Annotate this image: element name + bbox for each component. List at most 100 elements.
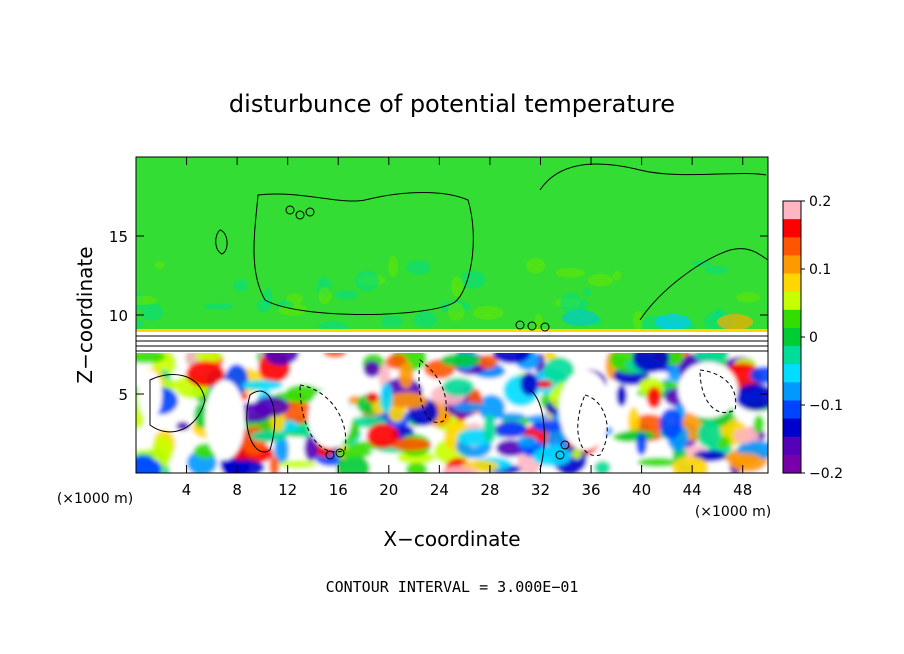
contour-ring bbox=[560, 440, 570, 450]
lower-layer-blob bbox=[390, 437, 432, 451]
upper-layer-patch bbox=[318, 286, 332, 305]
lower-layer-blob bbox=[646, 386, 662, 409]
colorbar-swatch bbox=[783, 309, 801, 329]
colorbar-swatch bbox=[783, 273, 801, 293]
contour-line bbox=[577, 394, 608, 456]
y-tick-label: 5 bbox=[118, 386, 128, 404]
contour-line bbox=[699, 369, 737, 413]
interface-band bbox=[136, 329, 768, 353]
colorbar: 0.2 0.1 0 −0.1 −0.2 bbox=[782, 194, 843, 482]
lower-layer-blob bbox=[531, 420, 563, 433]
colorbar-tick-label: −0.2 bbox=[809, 466, 843, 482]
upper-layer-patch bbox=[736, 292, 761, 303]
lower-layer-blob bbox=[241, 379, 283, 391]
upper-layer-patch bbox=[560, 292, 583, 314]
colorbar-swatch bbox=[783, 219, 801, 238]
lower-layer-blob bbox=[440, 353, 481, 368]
lower-layer-blob bbox=[697, 420, 722, 448]
upper-layer-patch bbox=[136, 295, 158, 305]
colorbar-swatch bbox=[783, 201, 801, 220]
colorbar-swatch bbox=[783, 400, 801, 420]
lower-layer-blob bbox=[477, 354, 498, 370]
lower-layer-blob bbox=[637, 457, 678, 468]
x-tick-label: 40 bbox=[632, 481, 651, 499]
lower-layer-blob bbox=[735, 383, 768, 411]
lower-layer-blob bbox=[453, 402, 485, 413]
interface-white-band bbox=[136, 332, 768, 353]
contour-ring bbox=[295, 210, 305, 220]
lower-layer-blob bbox=[535, 380, 553, 389]
contour-line bbox=[539, 163, 767, 191]
colorbar-swatch bbox=[783, 418, 801, 438]
colorbar-swatch bbox=[783, 327, 801, 347]
lower-layer-blob bbox=[176, 421, 190, 431]
upper-layer-patch bbox=[632, 311, 644, 331]
upper-layer-patch bbox=[256, 298, 271, 313]
colorbar-swatch bbox=[783, 237, 801, 256]
lower-layer-blob bbox=[366, 423, 399, 449]
chart-title: disturbunce of potential temperature bbox=[229, 90, 675, 118]
contour-line bbox=[253, 192, 474, 315]
lower-layer-blob bbox=[253, 396, 290, 417]
interface-warm-edge bbox=[136, 329, 768, 332]
y-axis: 5 10 15 bbox=[109, 228, 768, 404]
colorbar-swatch bbox=[783, 454, 801, 474]
upper-layer-field bbox=[136, 157, 768, 339]
contour-ring bbox=[527, 321, 537, 331]
upper-layer-patch bbox=[203, 303, 234, 310]
lower-layer-blob bbox=[733, 428, 754, 444]
lower-layer-blob bbox=[379, 382, 393, 414]
upper-layer-patch bbox=[406, 260, 431, 275]
contour-line bbox=[215, 229, 228, 255]
lower-layer-blob bbox=[274, 434, 289, 465]
contour-line bbox=[529, 389, 545, 471]
x-tick-label: 44 bbox=[683, 481, 702, 499]
lower-layer-blob bbox=[559, 370, 611, 450]
lower-layer-blob bbox=[571, 448, 583, 460]
lower-layer-blob bbox=[442, 377, 475, 397]
lower-layer-blob bbox=[308, 388, 352, 448]
lower-layer-blob bbox=[441, 466, 479, 473]
upper-layer-patch bbox=[612, 270, 622, 281]
lower-layer-blob bbox=[616, 384, 627, 407]
lower-layer-blob bbox=[405, 462, 428, 473]
colorbar-swatch bbox=[783, 346, 801, 365]
colorbar-tick-label: 0.1 bbox=[809, 262, 831, 278]
lower-layer-blob bbox=[250, 430, 288, 443]
lower-layer-blob bbox=[594, 460, 611, 473]
upper-layer-patch bbox=[587, 273, 614, 287]
x-unit-right: (×1000 m) bbox=[695, 504, 771, 520]
x-tick-label: 12 bbox=[278, 481, 297, 499]
x-tick-label: 8 bbox=[232, 481, 242, 499]
lower-layer-blob bbox=[671, 456, 709, 473]
lower-layer-blob bbox=[194, 402, 208, 429]
upper-layer-patch bbox=[233, 279, 249, 292]
upper-layer-patch bbox=[154, 261, 165, 270]
lower-layer-blob bbox=[136, 350, 166, 364]
x-tick-label: 48 bbox=[733, 481, 752, 499]
y-tick-label: 15 bbox=[109, 228, 128, 246]
contour-ring bbox=[285, 205, 295, 215]
upper-layer-patch bbox=[140, 303, 164, 321]
plot-area bbox=[136, 157, 768, 473]
colorbar-swatch bbox=[783, 364, 801, 383]
x-tick-label: 32 bbox=[531, 481, 550, 499]
lower-layer-blob bbox=[304, 435, 318, 462]
x-tick-label: 24 bbox=[430, 481, 449, 499]
lower-layer-blob bbox=[496, 439, 525, 457]
upper-layer-patch bbox=[655, 314, 691, 330]
lower-layer-blob bbox=[749, 366, 768, 384]
upper-layer-patch bbox=[717, 314, 753, 330]
y-tick-label: 10 bbox=[109, 307, 128, 325]
contour-line bbox=[418, 359, 447, 423]
colorbar-tick-label: 0.2 bbox=[809, 194, 831, 210]
lower-layer-blob bbox=[520, 372, 539, 396]
upper-layer-patch bbox=[704, 265, 729, 275]
lower-layer-blob bbox=[223, 459, 265, 473]
colorbar-swatch bbox=[783, 436, 801, 456]
lower-layer-blob bbox=[205, 380, 245, 460]
y-axis-label: Z−coordinate bbox=[73, 246, 97, 383]
upper-layer-patch bbox=[334, 290, 358, 300]
upper-layer-patch bbox=[555, 267, 586, 278]
